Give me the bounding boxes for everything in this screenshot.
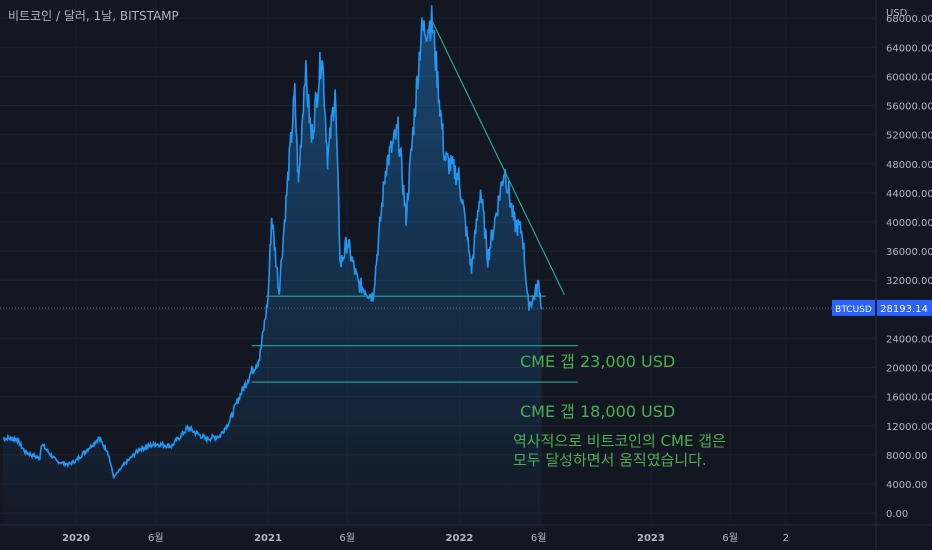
y-tick-label: 32000.00	[886, 276, 932, 287]
y-tick-label: 40000.00	[886, 218, 932, 229]
price-area-fill	[3, 5, 542, 525]
price-line	[2, 5, 543, 479]
cme-gap-note: 역사적으로 비트코인의 CME 갭은 모두 달성하면서 움직였습니다.	[513, 432, 726, 470]
x-tick-label: 6월	[339, 532, 355, 544]
x-tick-label: 2020	[62, 533, 90, 544]
y-tick-label: 16000.00	[886, 393, 932, 404]
x-tick-label: 2021	[254, 533, 282, 544]
cme-gap-18000-label: CME 갭 18,000 USD	[520, 402, 676, 421]
y-tick-label: 36000.00	[886, 247, 932, 258]
x-tick-label: 2023	[637, 533, 665, 544]
cme-gap-note-line-2: 모두 달성하면서 움직였습니다.	[513, 451, 707, 469]
y-tick-label: 48000.00	[886, 160, 932, 171]
x-tick-label: 6월	[531, 532, 547, 544]
x-tick-label: 6월	[148, 532, 164, 544]
x-tick-label: 2022	[446, 533, 474, 544]
y-tick-label: 60000.00	[886, 72, 932, 83]
y-tick-label: 12000.00	[886, 422, 932, 433]
symbol-tag	[832, 299, 875, 316]
chart-title: 비트코인 / 달러, 1날, BITSTAMP	[8, 9, 179, 23]
x-tick-label: 2	[783, 533, 789, 544]
cme-gap-note-line-1: 역사적으로 비트코인의 CME 갭은	[513, 432, 726, 450]
y-tick-label: 68000.00	[886, 14, 932, 25]
y-tick-label: 20000.00	[886, 364, 932, 375]
y-tick-label: 8000.00	[886, 451, 927, 462]
y-axis-unit: USD	[886, 8, 908, 19]
x-tick-label: 6월	[722, 532, 738, 544]
y-tick-label: 64000.00	[886, 43, 932, 54]
y-tick-label: 0.00	[886, 509, 908, 520]
last-price-value: 28193.14	[880, 304, 928, 315]
y-tick-label: 44000.00	[886, 189, 932, 200]
y-tick-label: 56000.00	[886, 102, 932, 113]
last-price-tag	[877, 299, 932, 316]
symbol-tag-label: BTCUSD	[835, 305, 872, 315]
y-tick-label: 4000.00	[886, 480, 927, 491]
y-tick-label: 52000.00	[886, 131, 932, 142]
y-tick-label: 24000.00	[886, 334, 932, 345]
descending-trendline	[431, 20, 565, 296]
cme-gap-23000-label: CME 갭 23,000 USD	[520, 352, 676, 371]
